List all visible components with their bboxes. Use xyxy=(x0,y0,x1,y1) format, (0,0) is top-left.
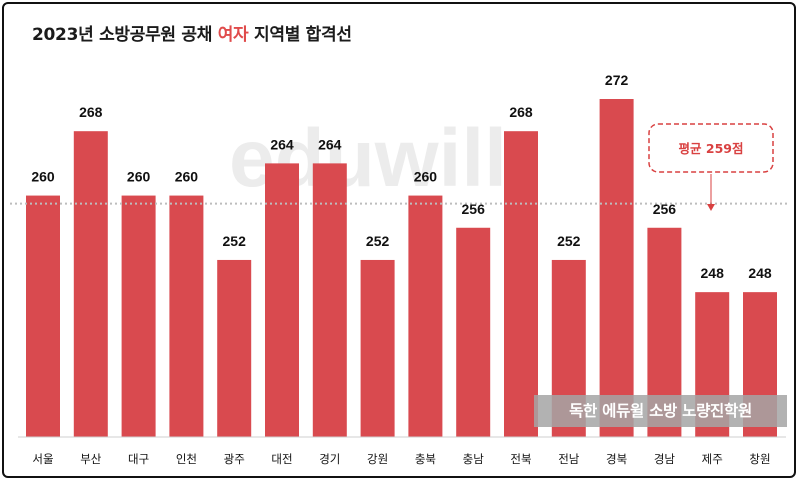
bar xyxy=(408,195,443,437)
bar-value-label: 248 xyxy=(748,265,772,281)
x-tick-label: 강원 xyxy=(367,452,388,466)
chart-title: 2023년 소방공무원 공채 여자 지역별 합격선 xyxy=(32,20,352,45)
bar-value-label: 252 xyxy=(366,233,390,249)
x-tick-label: 창원 xyxy=(749,452,770,466)
title-prefix: 2023년 소방공무원 공채 xyxy=(32,25,218,45)
bar-value-label: 256 xyxy=(653,201,677,217)
title-suffix: 지역별 합격선 xyxy=(248,25,352,45)
bar xyxy=(169,195,204,437)
bar-value-label: 264 xyxy=(318,136,342,152)
bar xyxy=(217,259,252,437)
x-tick-label: 인천 xyxy=(176,452,197,466)
bar-value-label: 260 xyxy=(31,169,55,185)
x-tick-label: 충북 xyxy=(415,452,436,466)
x-tick-label: 충남 xyxy=(463,452,485,466)
bar-value-label: 260 xyxy=(175,169,199,185)
bar xyxy=(456,227,491,437)
average-label: 평균 259점 xyxy=(679,141,744,156)
x-tick-label: 경북 xyxy=(606,452,627,466)
bar xyxy=(360,259,395,437)
bar xyxy=(504,131,538,437)
bar xyxy=(312,163,347,437)
x-tick-label: 경남 xyxy=(654,452,676,466)
bar xyxy=(599,99,634,437)
average-callout: 평균 259점 xyxy=(648,123,774,211)
bar-value-label: 268 xyxy=(79,104,103,120)
bar-value-label: 260 xyxy=(127,169,151,185)
bar xyxy=(265,163,299,437)
bar xyxy=(73,131,108,437)
bar-value-label: 252 xyxy=(557,233,581,249)
bar-value-label: 248 xyxy=(701,265,725,281)
bar-value-label: 268 xyxy=(509,104,533,120)
x-tick-label: 경기 xyxy=(319,452,340,466)
bar xyxy=(26,195,60,437)
x-tick-label: 광주 xyxy=(224,452,245,466)
title-highlight: 여자 xyxy=(217,25,249,45)
x-tick-label: 전북 xyxy=(510,452,531,466)
bar-value-label: 256 xyxy=(462,201,486,217)
x-tick-label: 부산 xyxy=(80,452,102,466)
x-tick-label: 서울 xyxy=(32,452,53,466)
bar-value-label: 264 xyxy=(270,136,294,152)
x-tick-label: 제주 xyxy=(702,452,723,466)
bar xyxy=(121,195,156,437)
x-tick-label: 전남 xyxy=(558,452,580,466)
average-callout-box xyxy=(648,123,774,173)
promo-banner: 독한 에듀윌 소방 노량진학원 xyxy=(534,395,787,427)
bar-value-label: 260 xyxy=(414,169,438,185)
average-arrow-head xyxy=(707,204,715,211)
x-tick-label: 대구 xyxy=(128,452,149,466)
x-tick-label: 대전 xyxy=(271,452,292,466)
bar-value-label: 272 xyxy=(605,72,629,88)
bar-value-label: 252 xyxy=(223,233,247,249)
